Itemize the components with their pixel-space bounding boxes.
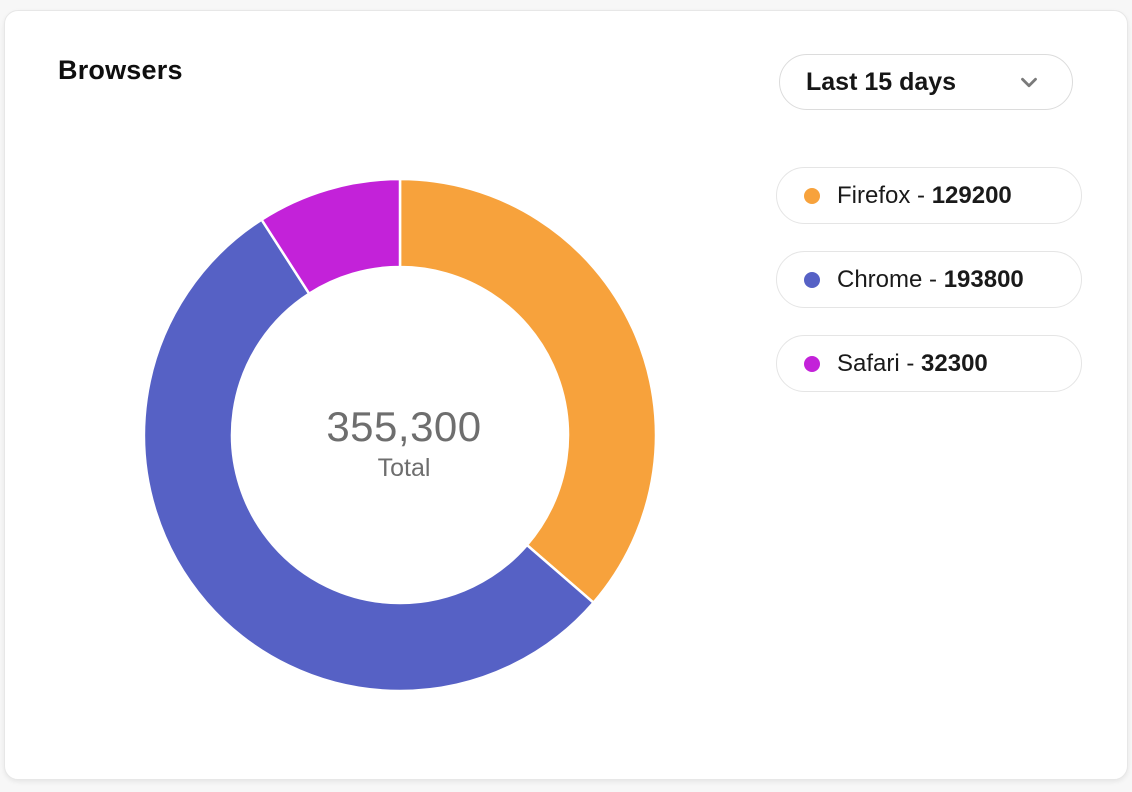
legend: Firefox - 129200 Chrome - 193800 Safari - …: [776, 167, 1082, 392]
legend-item-safari[interactable]: Safari - 32300: [776, 335, 1082, 392]
legend-dot-safari: [804, 355, 820, 372]
page-title: Browsers: [58, 55, 183, 85]
date-range-dropdown[interactable]: Last 15 days: [779, 54, 1073, 110]
browsers-card: Browsers Last 15 days 355,300 Total Fire…: [4, 10, 1128, 780]
date-range-value: Last 15 days: [806, 67, 957, 96]
donut-slice-safari[interactable]: [259, 177, 402, 296]
legend-item-firefox[interactable]: Firefox - 129200: [776, 167, 1082, 224]
legend-label-safari: Safari - 32300: [837, 349, 988, 377]
legend-label-chrome: Chrome - 193800: [837, 265, 1024, 293]
donut-chart: [142, 177, 658, 693]
legend-item-chrome[interactable]: Chrome - 193800: [776, 251, 1082, 308]
legend-label-firefox: Firefox - 129200: [837, 181, 1012, 209]
legend-dot-firefox: [804, 187, 820, 204]
legend-dot-chrome: [804, 271, 820, 288]
chevron-down-icon: [1021, 77, 1037, 88]
donut-slice-chrome[interactable]: [142, 217, 596, 693]
donut-slice-firefox[interactable]: [398, 177, 658, 605]
